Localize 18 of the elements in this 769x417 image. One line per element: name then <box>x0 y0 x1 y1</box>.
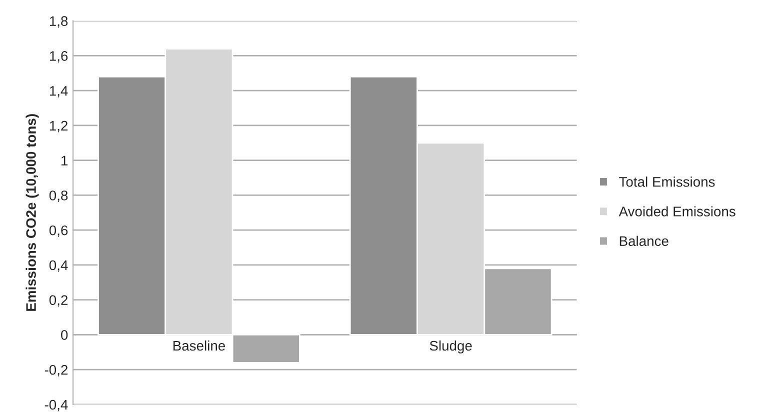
y-tick-label: -0,4 <box>44 400 68 412</box>
y-tick-label: -0,2 <box>44 364 68 376</box>
y-tick-label: 1,6 <box>50 51 68 63</box>
y-tick-label: 0,2 <box>49 295 68 307</box>
y-tick-label: 0,6 <box>49 225 68 237</box>
legend-label: Avoided Emissions <box>618 206 736 216</box>
y-tick-label: 1 <box>62 156 68 166</box>
y-tick-label: 1,2 <box>50 120 68 132</box>
x-tick-label: Baseline <box>173 340 225 351</box>
y-tick-label: 0,8 <box>49 190 68 202</box>
y-tick-label: 1,8 <box>50 16 68 28</box>
legend-label: Total Emissions <box>619 176 715 187</box>
y-tick-label: 1,4 <box>50 86 68 98</box>
legend-label: Balance <box>620 236 668 246</box>
y-tick-label: 0,4 <box>49 260 68 272</box>
y-axis-title: Emissions CO2e (10,000 tons) <box>26 114 39 311</box>
y-tick-label: 0 <box>61 330 68 340</box>
x-tick-label: Sludge <box>430 340 472 354</box>
